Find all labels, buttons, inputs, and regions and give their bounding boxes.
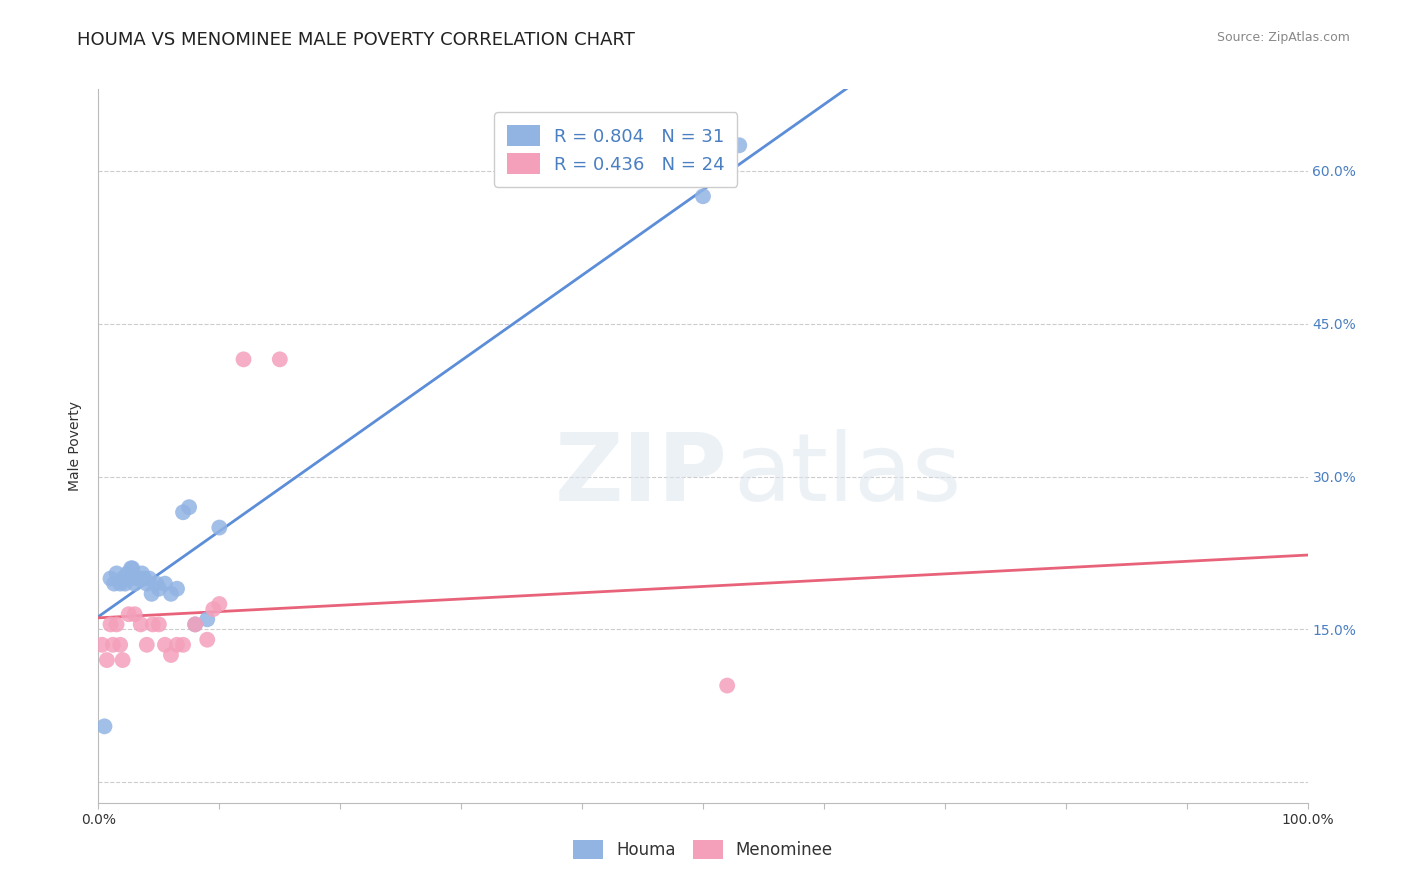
Point [118,572,141,586]
Point [145,576,167,591]
Point [153,638,176,652]
Point [269,352,291,367]
Point [135,638,157,652]
Point [142,617,165,632]
Point [120,561,142,575]
Point [129,617,152,632]
Point [105,566,128,581]
Point [172,638,194,652]
Point [716,679,738,693]
Point [93,719,115,733]
Point [124,607,146,622]
Point [127,572,149,586]
Text: HOUMA VS MENOMINEE MALE POVERTY CORRELATION CHART: HOUMA VS MENOMINEE MALE POVERTY CORRELAT… [77,31,636,49]
Point [184,617,207,632]
Point [138,572,160,586]
Point [135,576,157,591]
Point [100,617,122,632]
Point [121,561,143,575]
Point [208,520,231,534]
Text: Source: ZipAtlas.com: Source: ZipAtlas.com [1216,31,1350,45]
Y-axis label: Male Poverty: Male Poverty [69,401,83,491]
Point [208,597,231,611]
Point [114,576,136,591]
Point [134,572,156,586]
Point [141,587,163,601]
Point [160,648,183,662]
Point [184,617,207,632]
Point [111,653,134,667]
Point [128,572,150,586]
Point [118,607,141,622]
Point [153,576,176,591]
Point [117,566,139,581]
Text: ZIP: ZIP [554,428,727,521]
Point [166,582,188,596]
Point [202,602,225,616]
Legend: Houma, Menominee: Houma, Menominee [567,833,839,866]
Point [96,653,118,667]
Point [172,505,194,519]
Point [101,638,124,652]
Point [100,572,122,586]
Point [232,352,254,367]
Point [111,572,134,586]
Point [108,576,131,591]
Point [131,566,153,581]
Point [124,576,146,591]
Point [195,612,218,626]
Point [728,138,751,153]
Point [195,632,218,647]
Point [148,617,170,632]
Point [166,638,188,652]
Point [108,638,131,652]
Point [105,617,128,632]
Point [179,500,201,515]
Text: atlas: atlas [734,428,962,521]
Point [160,587,183,601]
Point [103,576,125,591]
Point [148,582,170,596]
Point [91,638,114,652]
Point [692,189,714,203]
